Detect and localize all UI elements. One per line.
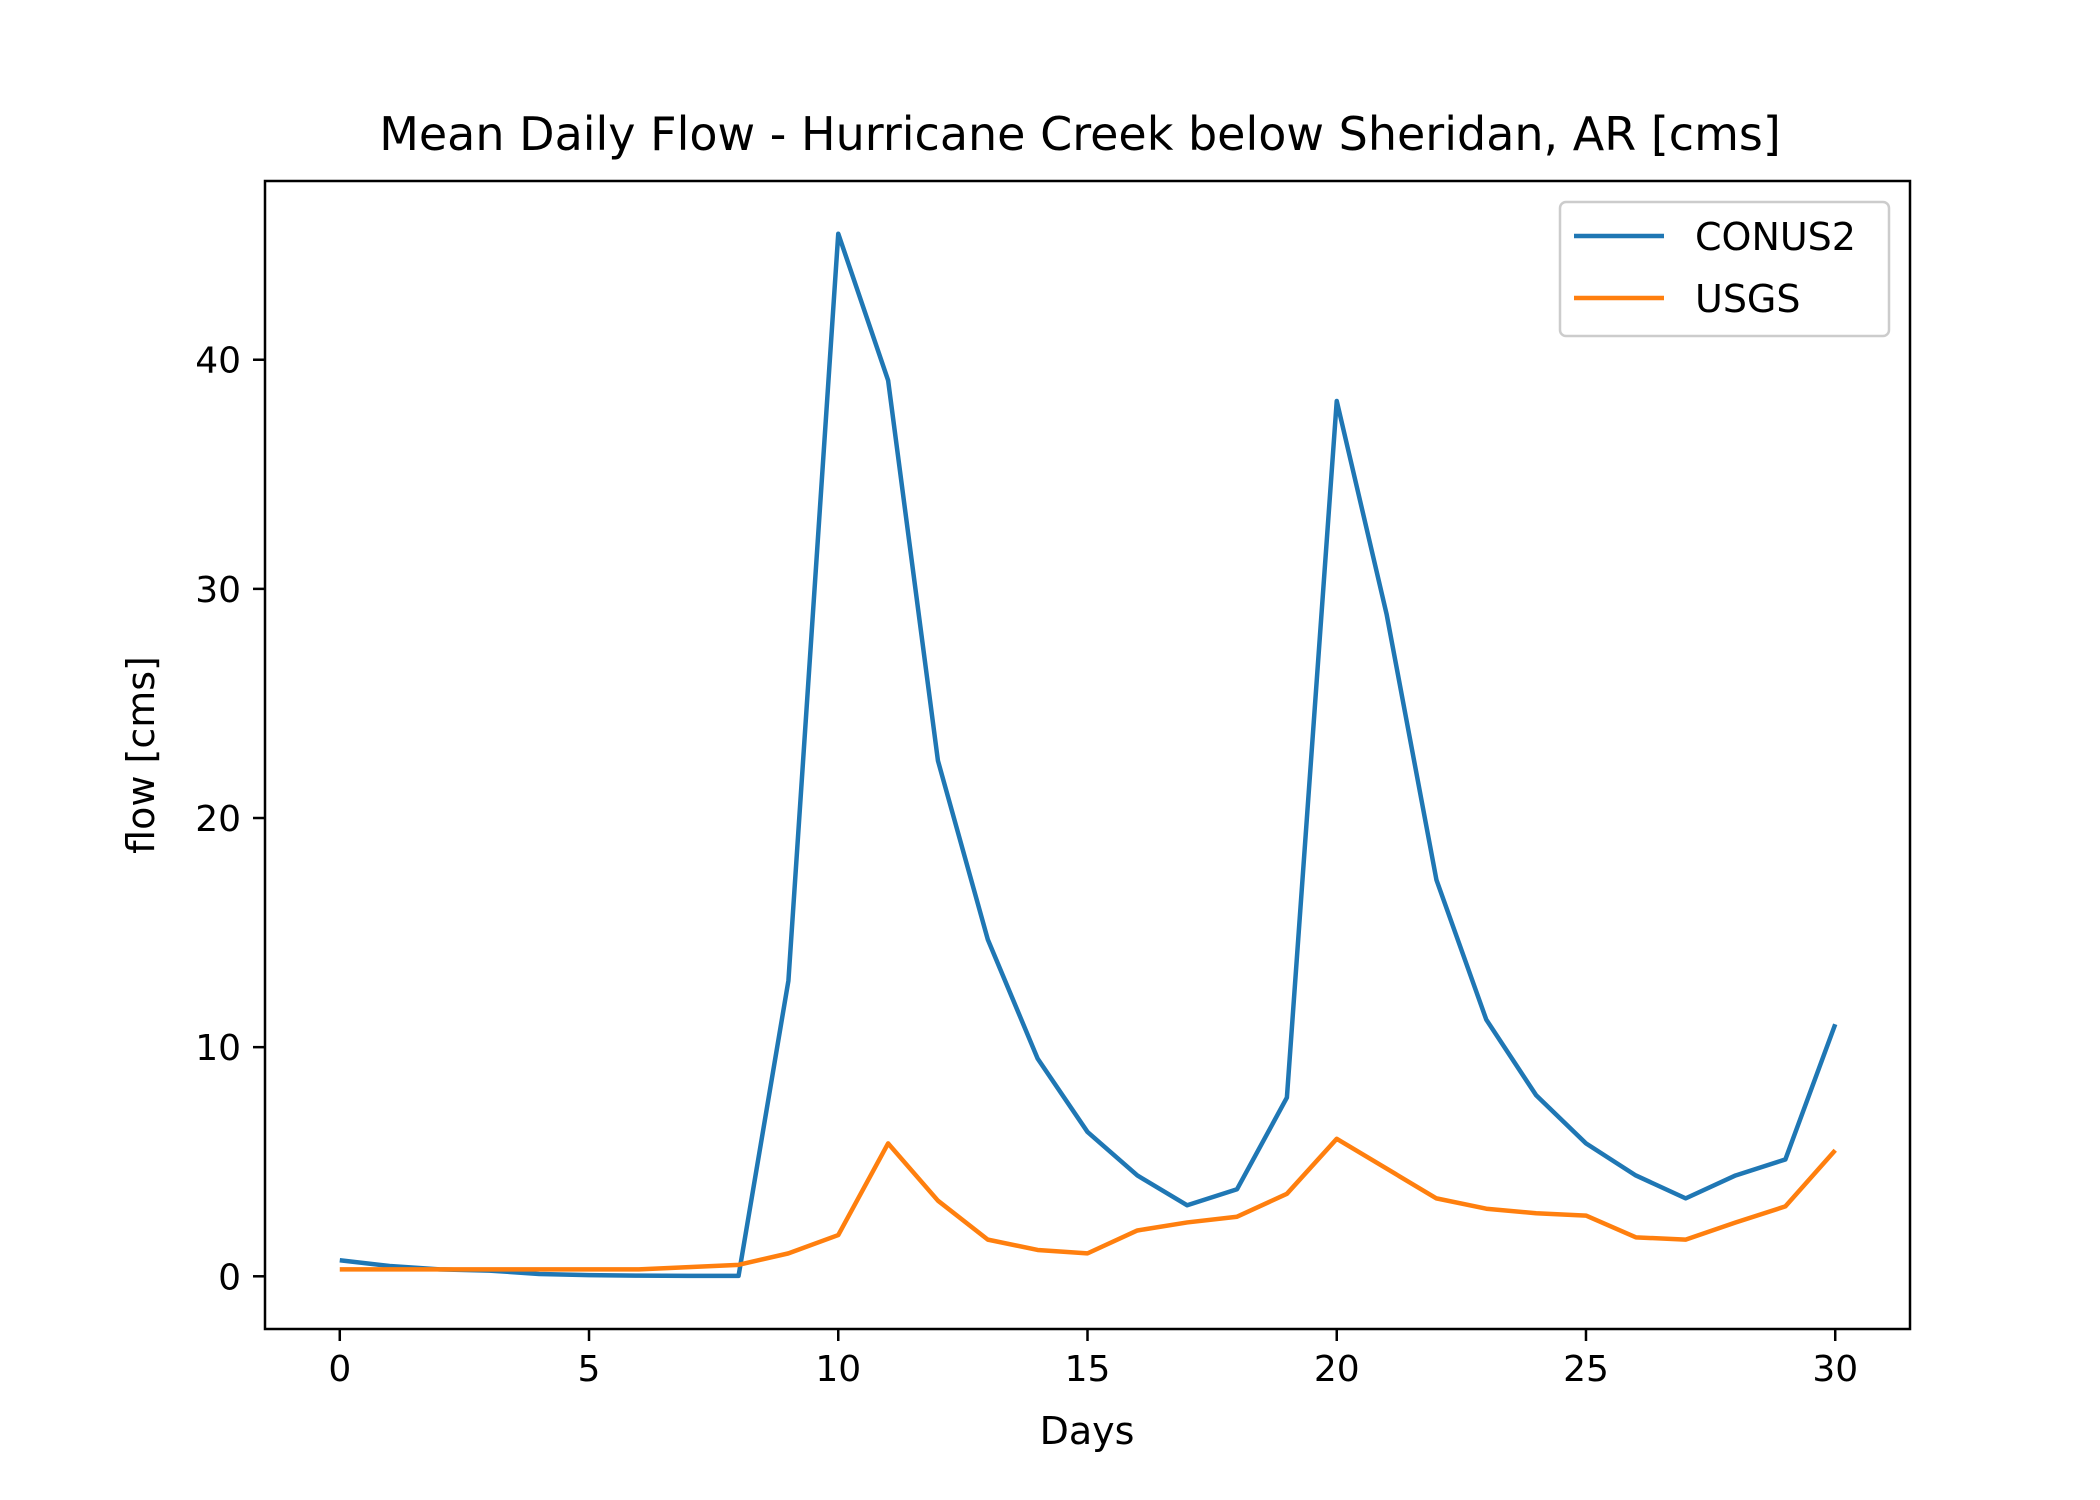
x-tick-label: 20 xyxy=(1314,1349,1360,1390)
y-tick-label: 40 xyxy=(195,341,241,382)
x-axis-label: Days xyxy=(1040,1409,1135,1453)
chart-title: Mean Daily Flow - Hurricane Creek below … xyxy=(379,107,1781,161)
y-tick-label: 30 xyxy=(195,570,241,611)
y-tick-label: 0 xyxy=(218,1257,241,1298)
y-axis-label: flow [cms] xyxy=(119,656,163,854)
x-tick-label: 5 xyxy=(578,1349,601,1390)
axis-ticks: 0 5 10 15 20 25 30 0 10 20 30 40 xyxy=(195,341,1858,1390)
plot-area xyxy=(339,231,1838,1279)
x-tick-label: 25 xyxy=(1563,1349,1609,1390)
legend-label-usgs: USGS xyxy=(1695,277,1801,321)
legend: CONUS2 USGS xyxy=(1558,200,1891,338)
legend-label-conus2: CONUS2 xyxy=(1695,215,1856,259)
series-line-usgs xyxy=(339,1136,1837,1272)
y-tick-label: 20 xyxy=(195,799,241,840)
series-line-conus2 xyxy=(339,231,1838,1279)
x-tick-label: 30 xyxy=(1812,1349,1858,1390)
x-tick-label: 15 xyxy=(1065,1349,1111,1390)
x-tick-label: 10 xyxy=(815,1349,861,1390)
y-tick-label: 10 xyxy=(195,1028,241,1069)
x-tick-label: 0 xyxy=(328,1349,351,1390)
